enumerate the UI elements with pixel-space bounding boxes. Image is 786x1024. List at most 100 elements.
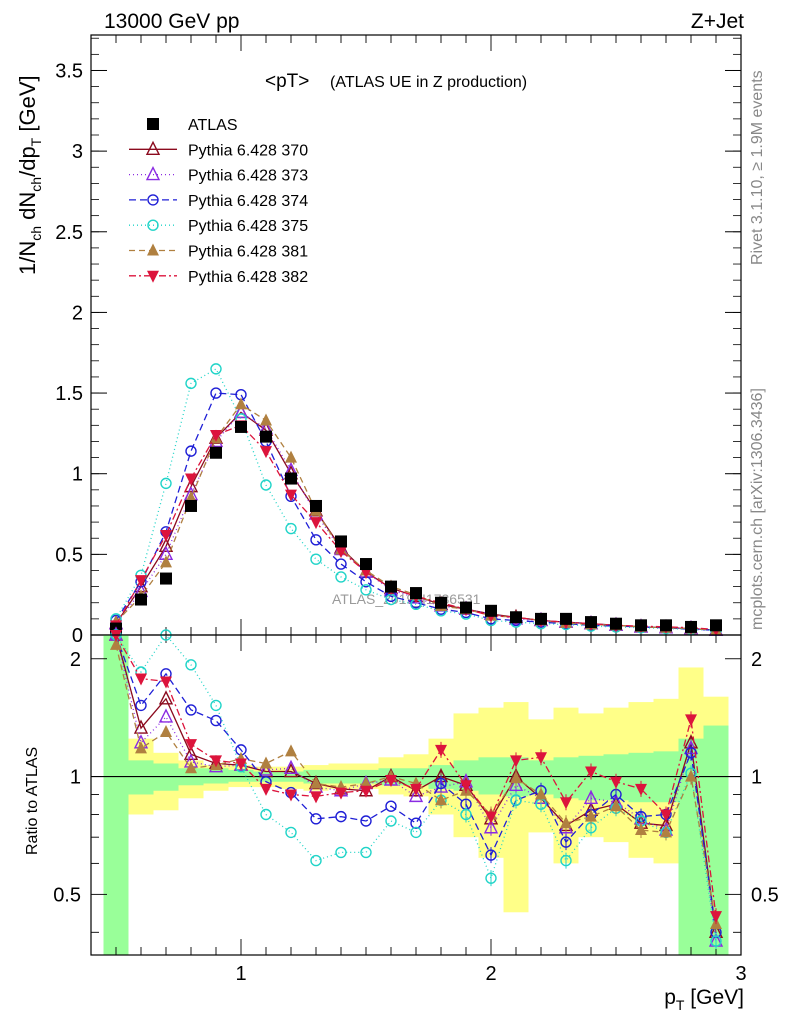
- series-point-s375: [210, 363, 222, 375]
- ratio-point-s375: [410, 826, 422, 839]
- ratio-point-s381: [610, 799, 622, 812]
- data-point: [160, 572, 172, 585]
- legend-label-data: ATLAS: [188, 117, 238, 134]
- data-point: [710, 619, 722, 632]
- ratio-point-s373: [283, 759, 299, 774]
- ratio-point-s373: [408, 787, 424, 803]
- ratio-point-s373: [258, 761, 274, 776]
- series-point-s382: [260, 446, 272, 459]
- ratio-point-s382: [560, 797, 572, 810]
- ratio-point-s382: [160, 676, 172, 689]
- x-tick-label: 3: [735, 963, 746, 985]
- ratio-point-s375: [460, 808, 472, 821]
- series-point-s375: [260, 479, 272, 491]
- series-point-s373: [233, 403, 249, 419]
- data-point: [410, 587, 422, 600]
- series-point-s375: [285, 522, 297, 535]
- ratio-point-s374: [410, 817, 422, 829]
- ratio-point-s382: [660, 809, 672, 822]
- data-point: [610, 617, 622, 630]
- data-point: [660, 619, 672, 632]
- ratio-point-s381: [585, 809, 597, 822]
- main-y-tick-label: 1.5: [55, 383, 83, 405]
- band-stat: [103, 635, 129, 955]
- ratio-point-s381: [660, 825, 672, 838]
- series-point-s374: [310, 534, 322, 546]
- ratio-y-tick-label: 0.5: [53, 884, 81, 906]
- ratio-point-s375: [210, 699, 222, 712]
- series-point-s375: [335, 571, 347, 583]
- ratio-point-s382: [485, 811, 497, 824]
- data-point: [435, 596, 447, 609]
- ratio-point-s373: [483, 819, 499, 834]
- ratio-point-s381: [535, 787, 547, 800]
- ratio-point-s381: [435, 793, 447, 806]
- ratio-point-s373: [583, 789, 599, 804]
- series-point-s375: [160, 477, 172, 490]
- ratio-point-s374: [310, 813, 322, 825]
- data-point: [635, 619, 647, 632]
- rivet-version-label: Rivet 3.1.10, ≥ 1.9M events: [749, 70, 766, 265]
- data-point: [535, 612, 547, 625]
- data-point: [685, 620, 697, 633]
- ratio-point-s382: [185, 739, 197, 752]
- ratio-point-s375: [260, 808, 272, 821]
- main-y-tick-label: 0: [72, 625, 83, 647]
- main-plot-title-main: <pT>: [265, 71, 309, 92]
- ratio-point-s375: [285, 826, 297, 839]
- series-point-s382: [185, 473, 197, 486]
- ratio-point-s374: [385, 800, 397, 812]
- ratio-point-s370: [133, 719, 149, 734]
- ratio-point-s381: [160, 724, 172, 737]
- series-point-s382: [310, 517, 322, 530]
- data-point: [260, 430, 272, 443]
- ratio-y-tick-label: 2: [70, 649, 81, 671]
- main-y-tick-label: 2: [72, 302, 83, 324]
- ratio-point-s370: [283, 762, 299, 778]
- main-y-tick-label: 3.5: [55, 60, 83, 82]
- series-point-s374: [210, 387, 222, 399]
- ratio-point-s370: [183, 745, 199, 760]
- band-stat: [203, 768, 229, 784]
- series-point-s374: [185, 445, 197, 457]
- ratio-point-s382: [710, 911, 722, 924]
- data-point: [360, 558, 372, 571]
- ratio-panel-ticks: 0.5 0.5 1 1 2 2 1 2 3: [53, 635, 779, 985]
- series-point-s374: [335, 558, 347, 570]
- ratio-point-s382: [685, 714, 697, 727]
- main-y-tick-label: 0.5: [55, 544, 83, 566]
- series-point-s382: [160, 530, 172, 542]
- data-point: [235, 420, 247, 433]
- ratio-point-s382: [460, 780, 472, 793]
- process-label: Z+Jet: [691, 10, 744, 33]
- main-y-axis-label: 1/Nch dNch/dpT [GeV]: [15, 75, 44, 275]
- main-plot-title: <pT> (ATLAS UE in Z production): [265, 71, 527, 92]
- data-point: [385, 580, 397, 593]
- ratio-point-s382: [360, 785, 372, 798]
- ratio-point-s382: [210, 755, 222, 768]
- legend-label-s381: Pythia 6.428 381: [188, 244, 308, 261]
- series-point-s382: [360, 567, 372, 580]
- data-point: [510, 611, 522, 624]
- ratio-point-s382: [435, 744, 447, 757]
- ratio-point-s381: [560, 816, 572, 829]
- ratio-panel-series: [108, 626, 724, 950]
- ratio-point-s374: [135, 699, 147, 712]
- band-stat: [128, 760, 154, 795]
- series-point-s375: [185, 377, 197, 390]
- band-stat: [553, 757, 579, 799]
- main-panel-ticks: 0 0.5 1 1.5 2 2.5 3 3.5: [55, 35, 742, 647]
- ratio-y-tick-label: 1: [70, 767, 81, 789]
- ratio-point-s381: [510, 771, 522, 784]
- ratio-point-s374: [335, 810, 347, 823]
- series-point-s370: [158, 537, 174, 552]
- legend-marker-s375: [147, 219, 159, 231]
- main-y-tick-label: 1: [72, 464, 83, 486]
- ratio-point-s375: [310, 854, 322, 867]
- ratio-point-s381: [285, 744, 297, 757]
- ratio-point-s374: [435, 777, 447, 790]
- ratio-y-tick-label-right: 2: [751, 649, 762, 671]
- mcplots-label: mcplots.cern.ch [arXiv:1306.3436]: [749, 388, 766, 630]
- x-tick-label: 1: [235, 963, 246, 985]
